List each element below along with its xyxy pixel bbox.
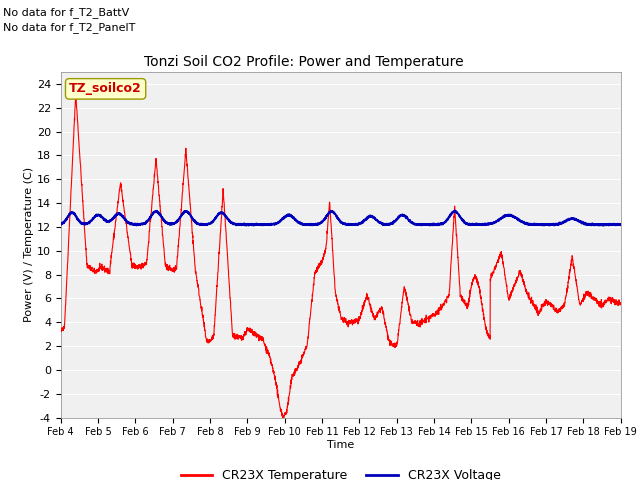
Legend: CR23X Temperature, CR23X Voltage: CR23X Temperature, CR23X Voltage [176, 464, 506, 480]
Text: TZ_soilco2: TZ_soilco2 [69, 83, 142, 96]
Y-axis label: Power (V) / Temperature (C): Power (V) / Temperature (C) [24, 167, 34, 323]
Text: Tonzi Soil CO2 Profile: Power and Temperature: Tonzi Soil CO2 Profile: Power and Temper… [145, 56, 464, 70]
Text: No data for f_T2_BattV: No data for f_T2_BattV [3, 7, 129, 18]
Text: No data for f_T2_PanelT: No data for f_T2_PanelT [3, 22, 136, 33]
X-axis label: Time: Time [327, 440, 355, 450]
